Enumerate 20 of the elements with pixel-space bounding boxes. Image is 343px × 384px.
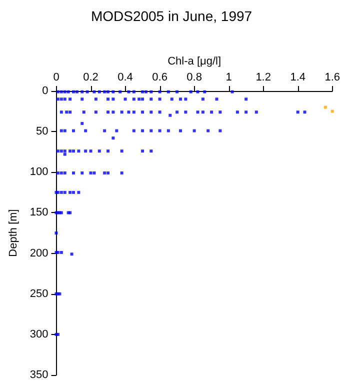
- x-tick-label: 1.6: [324, 72, 340, 84]
- x-tick-label: 0.2: [83, 72, 98, 84]
- chart-title: MODS2005 in June, 1997: [90, 8, 252, 24]
- x-tick-label: 1: [226, 72, 232, 84]
- x-tick-label: 0.6: [152, 72, 168, 84]
- y-tick-label: 200: [30, 247, 48, 260]
- x-axis-title: Chl-a [μg/l]: [168, 56, 222, 68]
- x-tick-label: 1.4: [290, 72, 306, 84]
- y-tick-label: 50: [36, 126, 48, 138]
- x-tick-label: 0.4: [118, 72, 133, 84]
- x-tick-label: 1.2: [256, 72, 271, 84]
- y-tick-label: 300: [30, 328, 48, 340]
- y-axis-title: Depth [m]: [8, 209, 20, 257]
- y-tick-label: 250: [30, 288, 48, 300]
- y-tick-label: 0: [42, 85, 48, 97]
- y-tick-label: 350: [30, 369, 48, 381]
- x-tick-label: 0: [53, 72, 60, 84]
- x-tick-label: 0.8: [186, 72, 202, 84]
- y-tick-label: 150: [30, 206, 48, 219]
- y-tick-label: 100: [30, 166, 48, 178]
